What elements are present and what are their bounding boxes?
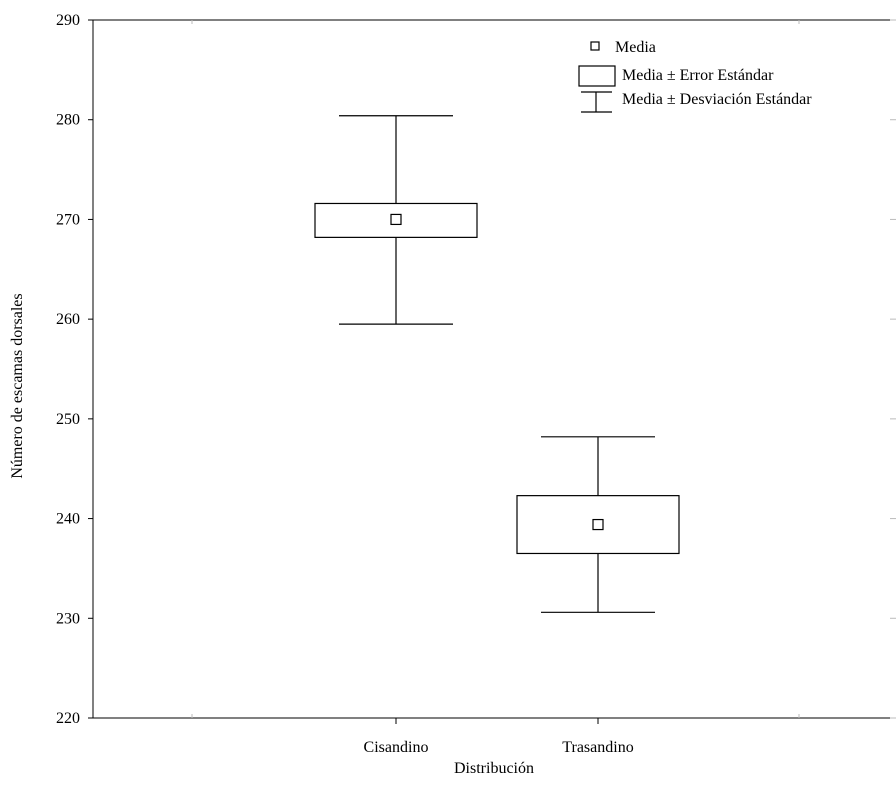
- legend-mean-marker: [590, 41, 600, 51]
- y-tick-label: 270: [56, 211, 80, 228]
- x-tick-label: Trasandino: [562, 739, 633, 756]
- x-ticks: Cisandino Trasandino: [191, 20, 800, 756]
- y-tick-label: 290: [56, 12, 80, 29]
- y-axis-title: Número de escamas dorsales: [9, 293, 26, 478]
- y-tick-label: 280: [56, 112, 80, 129]
- legend-item-sd: Media ± Desviación Estándar: [622, 91, 812, 108]
- series-group: [314, 115, 680, 613]
- series-cisandino: [314, 115, 478, 325]
- y-ticks: 220 230 240 250 260 270 280 290: [56, 12, 896, 727]
- y-tick-label: 250: [56, 411, 80, 428]
- y-tick-label: 240: [56, 511, 80, 528]
- legend-item-se: Media ± Error Estándar: [622, 67, 774, 84]
- y-tick-label: 260: [56, 311, 80, 328]
- y-tick-label: 230: [56, 610, 80, 627]
- legend-se-box: [578, 65, 616, 87]
- legend: Media Media ± Error Estándar Media ± Des…: [578, 39, 812, 113]
- series-trasandino: [516, 436, 680, 613]
- plot-area: [92, 19, 896, 719]
- x-tick-label: Cisandino: [364, 739, 429, 756]
- y-tick-label: 220: [56, 710, 80, 727]
- mean-marker: [390, 213, 402, 226]
- legend-item-mean: Media: [615, 39, 656, 56]
- x-axis-title: Distribución: [454, 760, 534, 777]
- mean-marker: [592, 518, 604, 531]
